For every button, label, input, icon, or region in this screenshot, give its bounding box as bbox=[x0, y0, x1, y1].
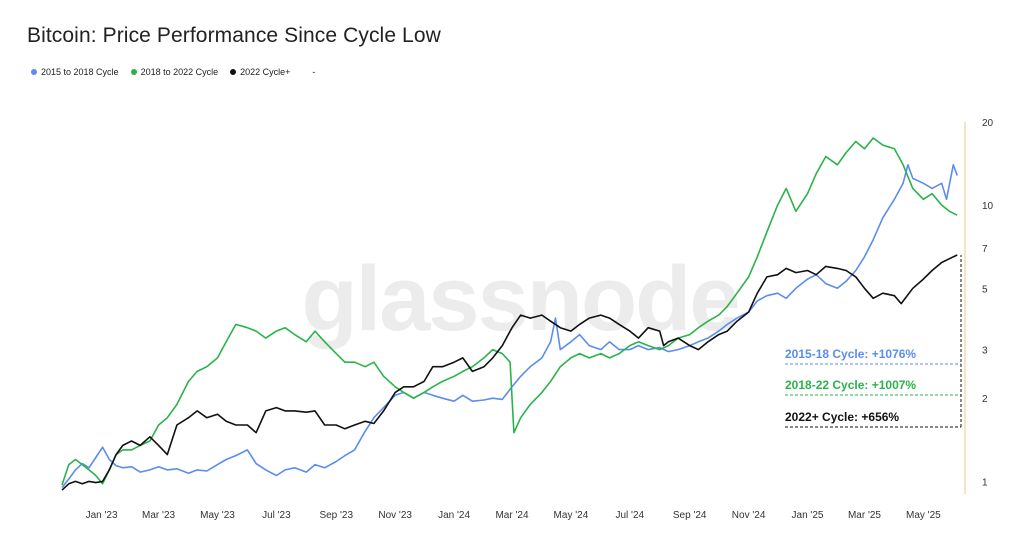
x-axis: Jan '23 Mar '23 May '23 Jul '23 Sep '23 Nov '… bbox=[86, 510, 942, 521]
legend-dot-icon bbox=[230, 69, 237, 75]
y-tick-label: 2 bbox=[982, 394, 988, 405]
y-tick-label: 3 bbox=[982, 346, 988, 357]
x-tick-label: Sep '23 bbox=[319, 510, 353, 521]
x-tick-label: May '24 bbox=[554, 510, 589, 521]
legend-extra-label: - bbox=[312, 67, 316, 77]
legend-item-2018-2022[interactable]: 2018 to 2022 Cycle bbox=[130, 67, 219, 77]
legend-item-2015-2018[interactable]: 2015 to 2018 Cycle bbox=[31, 67, 119, 77]
x-tick-label: Sep '24 bbox=[673, 510, 707, 521]
x-tick-label: Jan '24 bbox=[438, 510, 470, 521]
legend-label: 2022 Cycle+ bbox=[240, 67, 291, 77]
chart-title: Bitcoin: Price Performance Since Cycle L… bbox=[27, 24, 441, 47]
x-tick-label: Nov '24 bbox=[732, 510, 766, 521]
series-2018-2022-line bbox=[61, 137, 958, 486]
series-lines bbox=[61, 137, 958, 491]
y-tick-label: 5 bbox=[982, 284, 988, 295]
annotation-2022-cycle-label: 2022+ Cycle: +656% bbox=[785, 410, 899, 424]
annotation-2018-2022-label: 2018-22 Cycle: +1007% bbox=[785, 378, 916, 392]
watermark-text: glassnode bbox=[301, 248, 738, 350]
y-tick-label: 20 bbox=[982, 118, 994, 129]
y-tick-label: 10 bbox=[982, 201, 994, 212]
legend: 2015 to 2018 Cycle 2018 to 2022 Cycle 20… bbox=[31, 67, 315, 77]
y-axis: 1 2 3 5 7 10 20 bbox=[982, 118, 994, 488]
y-tick-label: 7 bbox=[982, 244, 988, 255]
legend-item-2022-cycle[interactable]: 2022 Cycle+ bbox=[230, 67, 290, 77]
x-tick-label: Jan '25 bbox=[792, 510, 824, 521]
x-tick-label: May '25 bbox=[906, 510, 941, 521]
legend-dot-icon bbox=[130, 69, 137, 75]
x-tick-label: Jul '24 bbox=[616, 510, 645, 521]
annotations: 2015-18 Cycle: +1076% 2018-22 Cycle: +100… bbox=[785, 254, 962, 428]
annotation-2015-2018-label: 2015-18 Cycle: +1076% bbox=[785, 347, 916, 361]
legend-label: 2018 to 2022 Cycle bbox=[140, 67, 219, 77]
series-2022-cycle-line bbox=[61, 254, 958, 491]
legend-dot-icon bbox=[31, 69, 37, 75]
x-tick-label: Mar '24 bbox=[495, 510, 528, 521]
legend-label: 2015 to 2018 Cycle bbox=[41, 67, 119, 77]
x-tick-label: Mar '25 bbox=[848, 510, 881, 521]
x-tick-label: Nov '23 bbox=[378, 510, 412, 521]
x-tick-label: Jan '23 bbox=[86, 510, 118, 521]
x-tick-label: May '23 bbox=[200, 510, 235, 521]
x-tick-label: Mar '23 bbox=[142, 510, 175, 521]
y-tick-label: 1 bbox=[982, 477, 988, 488]
x-tick-label: Jul '23 bbox=[262, 510, 291, 521]
